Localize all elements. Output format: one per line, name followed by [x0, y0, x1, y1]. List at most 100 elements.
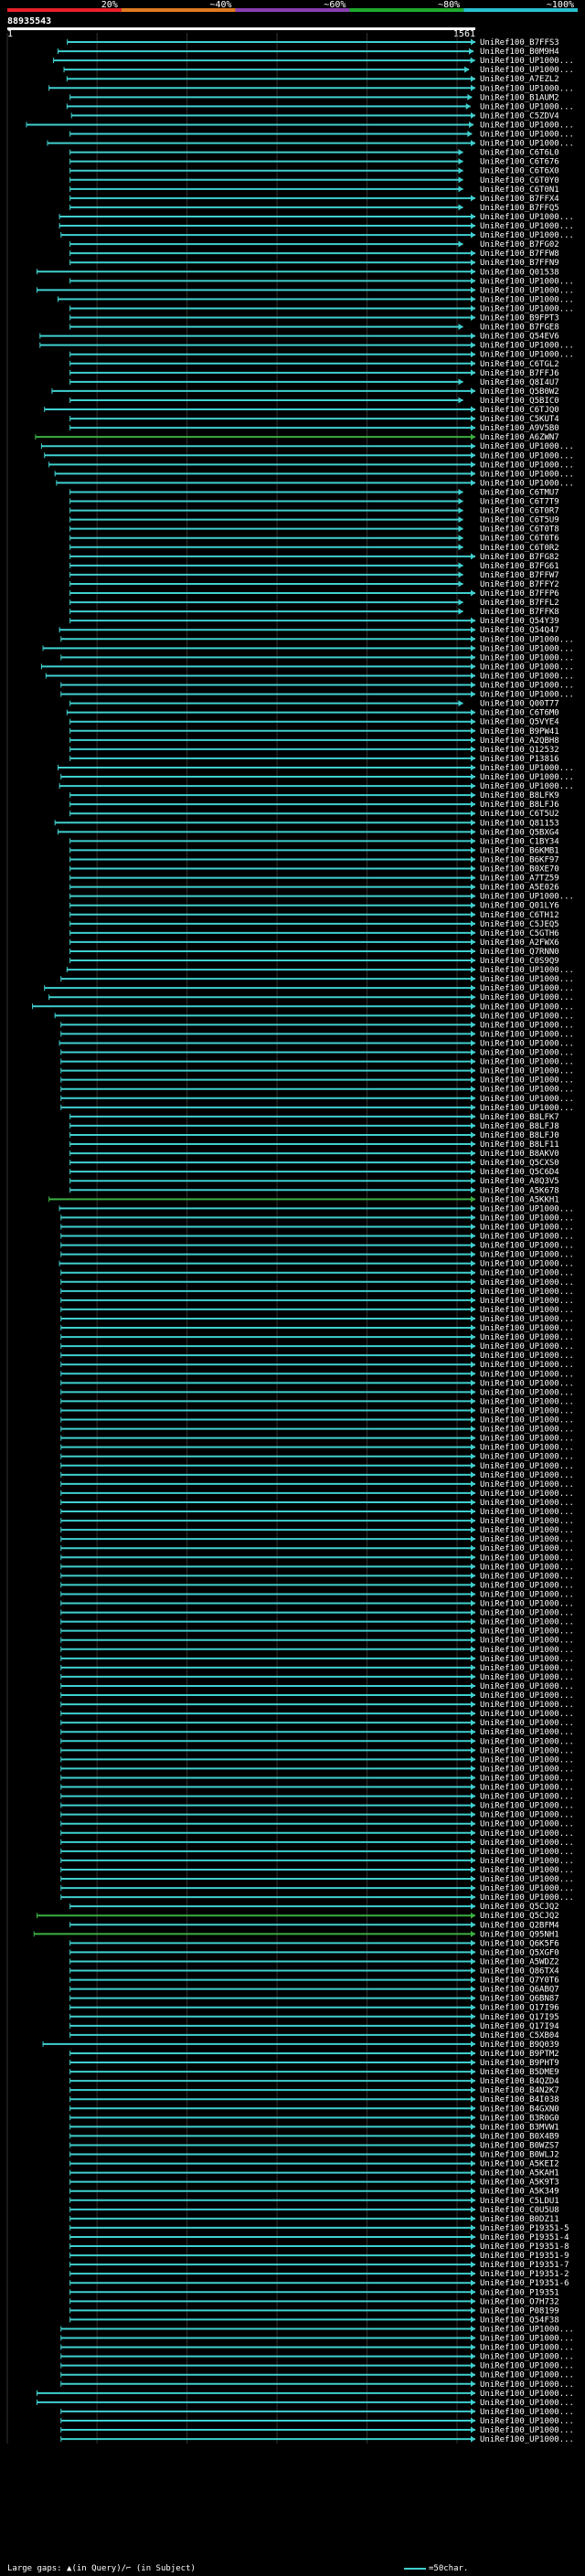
hit-label: UniRef100_UP1000...	[480, 470, 574, 479]
hit-row: UniRef100_UP1000...	[60, 1526, 574, 1535]
hit-row: UniRef100_B3R0G0	[69, 2114, 559, 2123]
hit-label: UniRef100_A5KEI2	[480, 2160, 559, 2169]
hit-end-arrow	[471, 691, 475, 698]
hit-end-arrow	[471, 1755, 475, 1763]
hit-label: UniRef100_UP1000...	[480, 1627, 574, 1637]
hit-label: UniRef100_C5KUT4	[480, 415, 559, 424]
hit-row: UniRef100_UP1000...	[60, 1342, 574, 1352]
hit-label: UniRef100_C6T0R2	[480, 544, 559, 553]
hit-label: UniRef100_C6T676	[480, 158, 559, 167]
hit-row: UniRef100_UP1000...	[60, 1866, 574, 1875]
hit-label: UniRef100_C6T6M0	[480, 709, 559, 718]
hit-row: UniRef100_UP1000...	[60, 1600, 574, 1609]
hit-label: UniRef100_A7TZ59	[480, 875, 559, 884]
hit-label: UniRef100_UP1000...	[480, 1875, 574, 1884]
hit-label: UniRef100_UP1000...	[480, 451, 574, 461]
hit-row: UniRef100_UP1000...	[47, 140, 574, 149]
hit-label: UniRef100_UP1000...	[480, 479, 574, 488]
hit-row: UniRef100_UP1000...	[58, 1039, 574, 1048]
hit-row: UniRef100_B9FPT3	[69, 314, 559, 323]
hit-label: UniRef100_UP1000...	[480, 1251, 574, 1260]
hit-row: UniRef100_Q81153	[54, 819, 559, 828]
hit-label: UniRef100_B6KMB1	[480, 846, 559, 855]
hit-end-arrow	[471, 884, 475, 891]
hit-label: UniRef100_UP1000...	[480, 1544, 574, 1553]
hit-label: UniRef100_P19351-7	[480, 2261, 569, 2270]
hit-end-arrow	[471, 1957, 475, 1965]
hit-end-arrow	[471, 2335, 475, 2342]
hit-row: UniRef100_B7FG61	[69, 562, 559, 571]
grid-lines	[6, 33, 458, 2444]
hit-end-arrow	[471, 1829, 475, 1837]
hit-label: UniRef100_Q5BIC0	[480, 397, 559, 406]
hit-end-arrow	[471, 451, 475, 459]
hit-end-arrow	[471, 1489, 475, 1497]
hit-row: UniRef100_UP1000...	[60, 1223, 574, 1232]
hit-row: UniRef100_A8Q3V5	[69, 1177, 559, 1186]
hit-label: UniRef100_C6T0N1	[480, 186, 559, 195]
hit-row: UniRef100_Q54Q47	[58, 626, 559, 635]
hit-end-arrow	[458, 176, 463, 184]
hit-end-arrow	[471, 865, 475, 873]
hit-row: UniRef100_A6ZWN7	[35, 433, 559, 442]
hit-row: UniRef100_UP1000...	[60, 1397, 574, 1406]
hit-row: UniRef100_C6T7T9	[69, 498, 559, 507]
hit-row: UniRef100_UP1000...	[39, 342, 574, 351]
hit-label: UniRef100_UP1000...	[480, 1342, 574, 1352]
hit-end-arrow	[471, 259, 475, 266]
scale-label: ~100%	[547, 0, 574, 10]
hit-label: UniRef100_Q2BFM4	[480, 1921, 559, 1930]
hit-label: UniRef100_B7FFP6	[480, 589, 559, 599]
hit-label: UniRef100_UP1000...	[480, 140, 574, 149]
hit-row: UniRef100_C6T5U9	[69, 516, 559, 525]
hit-end-arrow	[471, 1168, 475, 1175]
hit-end-arrow	[471, 442, 475, 450]
hit-row: UniRef100_UP1000...	[60, 2362, 574, 2371]
hit-end-arrow	[471, 213, 475, 220]
hit-row: UniRef100_B4GXN0	[69, 2104, 559, 2114]
hit-row: UniRef100_C6T5U2	[69, 810, 559, 819]
hit-row: UniRef100_UP1000...	[60, 1737, 574, 1746]
hit-label: UniRef100_B9PW41	[480, 727, 559, 737]
hit-row: UniRef100_C5ZDV4	[70, 111, 559, 121]
hit-end-arrow	[471, 222, 475, 229]
hit-row: UniRef100_Q5C6D4	[69, 1168, 559, 1177]
hit-end-arrow	[458, 700, 463, 707]
hit-end-arrow	[471, 1067, 475, 1075]
hit-label: UniRef100_UP1000...	[480, 1655, 574, 1664]
hit-label: UniRef100_UP1000...	[480, 342, 574, 351]
hit-end-arrow	[471, 1453, 475, 1460]
hit-label: UniRef100_UP1000...	[480, 653, 574, 663]
hit-label: UniRef100_UP1000...	[480, 984, 574, 993]
hit-row: UniRef100_C6T6M0	[66, 709, 559, 718]
hit-end-arrow	[467, 131, 473, 138]
hit-row: UniRef100_UP1000...	[60, 1755, 574, 1765]
hit-row: UniRef100_UP1000...	[69, 893, 574, 902]
hit-label: UniRef100_UP1000...	[480, 1893, 574, 1903]
hit-end-arrow	[471, 1774, 475, 1781]
hit-end-arrow	[458, 488, 463, 495]
hit-label: UniRef100_UP1000...	[480, 1462, 574, 1471]
hit-row: UniRef100_UP1000...	[60, 2435, 574, 2444]
hit-label: UniRef100_UP1000...	[480, 1480, 574, 1489]
hit-end-arrow	[471, 1839, 475, 1846]
hit-label: UniRef100_UP1000...	[480, 1866, 574, 1875]
hit-row: UniRef100_UP1000...	[40, 442, 574, 451]
hit-end-arrow	[471, 1242, 475, 1249]
hit-row: UniRef100_B9Q039	[42, 2041, 559, 2050]
hit-end-arrow	[471, 2362, 475, 2369]
hit-row: UniRef100_B0WZS7	[69, 2141, 559, 2150]
hit-label: UniRef100_UP1000...	[480, 1755, 574, 1765]
hit-end-arrow	[471, 1039, 475, 1046]
hit-label: UniRef100_A7EZL2	[480, 75, 559, 84]
hit-row: UniRef100_UP1000...	[60, 1508, 574, 1517]
hit-end-arrow	[471, 773, 475, 780]
hit-end-arrow	[471, 1315, 475, 1322]
hit-end-arrow	[471, 709, 475, 716]
hit-row: UniRef100_UP1000...	[60, 1710, 574, 1719]
hit-end-arrow	[471, 2371, 475, 2379]
hit-label: UniRef100_B5DME9	[480, 2068, 559, 2077]
hit-label: UniRef100_UP1000...	[480, 893, 574, 902]
hit-row: UniRef100_P19351-5	[69, 2224, 569, 2233]
hit-end-arrow	[458, 397, 463, 404]
